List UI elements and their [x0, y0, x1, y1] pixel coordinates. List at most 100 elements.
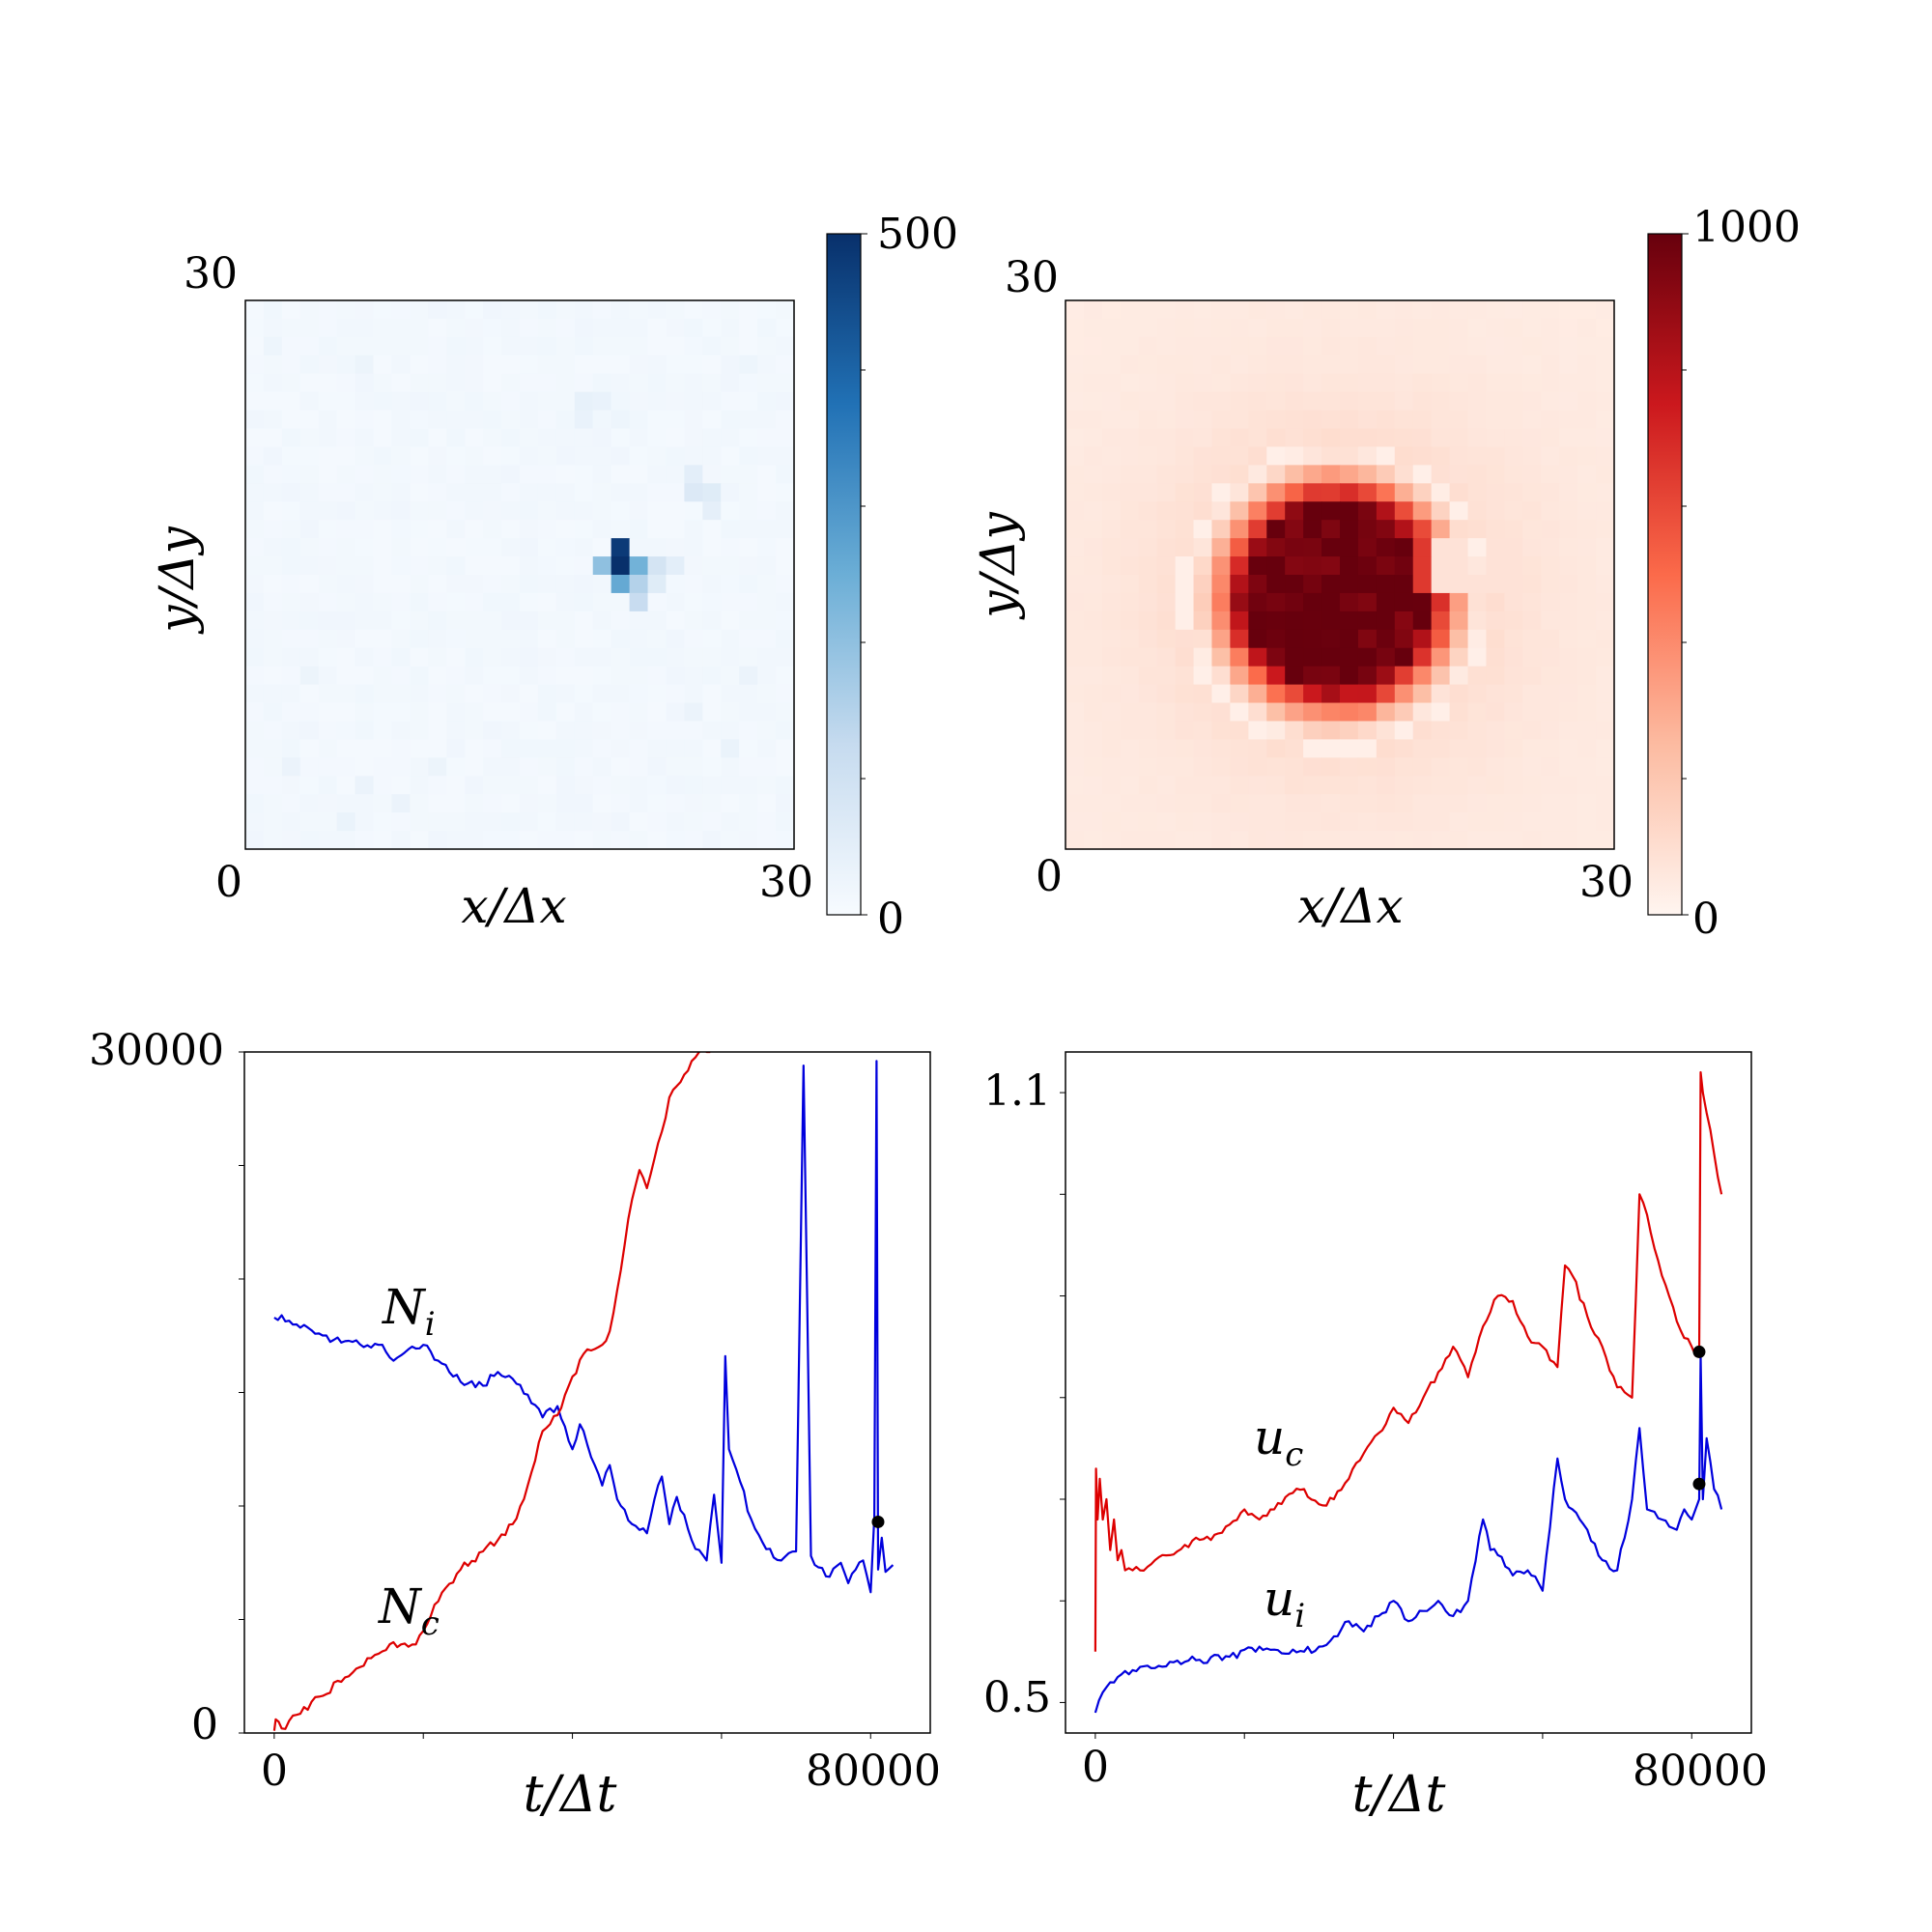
heatmap-right-cell	[1467, 538, 1488, 557]
heatmap-right-cell	[1449, 373, 1469, 393]
heatmap-right-cell	[1431, 483, 1451, 502]
heatmap-left-cell	[629, 355, 649, 375]
heatmap-left-cell	[702, 684, 722, 704]
heatmap-right-cell	[1376, 684, 1396, 704]
heatmap-right-cell	[1101, 410, 1122, 430]
heatmap-left-cell	[776, 483, 795, 502]
line-chart-right-series-group	[1094, 1070, 1723, 1714]
heatmap-right-cell	[1376, 391, 1396, 412]
series-label-ui-main: u	[1264, 1571, 1294, 1627]
heatmap-right-cell	[1211, 666, 1231, 686]
heatmap-left-cell	[537, 592, 557, 612]
heatmap-left-cell	[721, 336, 740, 356]
heatmap-right-cell	[1065, 501, 1085, 521]
heatmap-left-cell	[721, 318, 740, 338]
heatmap-left-cell	[428, 794, 447, 813]
heatmap-left-cell	[776, 556, 795, 576]
series-label-Ni-main: N	[382, 1279, 427, 1335]
heatmap-left-cell	[355, 318, 375, 338]
heatmap-left-cell	[776, 428, 795, 448]
heatmap-left-cell	[776, 355, 795, 375]
heatmap-right-cell	[1285, 446, 1304, 466]
heatmap-right-cell	[1376, 373, 1396, 393]
line-chart-left-ytick-max: 30000	[89, 1026, 224, 1075]
heatmap-right-cell	[1230, 575, 1249, 594]
heatmap-left-cell	[245, 647, 265, 668]
heatmap-right-cell	[1376, 410, 1396, 430]
heatmap-right-cell	[1559, 465, 1578, 484]
heatmap-right-cell	[1120, 538, 1140, 557]
heatmap-right-cell	[1101, 501, 1122, 521]
heatmap-right-cell	[1120, 757, 1140, 777]
heatmap-right-cell	[1522, 556, 1542, 576]
heatmap-left-cell	[336, 647, 356, 668]
heatmap-right-cell	[1266, 647, 1286, 668]
heatmap-right-cell	[1120, 410, 1140, 430]
heatmap-left-cell	[336, 300, 356, 320]
heatmap-left-cell	[465, 446, 484, 466]
heatmap-right-cell	[1230, 556, 1249, 576]
heatmap-left-cell	[721, 757, 740, 777]
heatmap-left-cell	[629, 812, 649, 832]
heatmap-left-cell	[281, 757, 301, 777]
heatmap-left-cell	[410, 776, 429, 795]
heatmap-right-cell	[1138, 520, 1158, 539]
heatmap-left-cell	[574, 446, 594, 466]
heatmap-left-cell	[757, 684, 777, 704]
heatmap-right-cell	[1577, 629, 1597, 649]
heatmap-left-cell	[520, 465, 539, 484]
heatmap-right-cell	[1175, 611, 1195, 631]
heatmap-left-cell	[465, 776, 484, 795]
heatmap-right-cell	[1211, 757, 1231, 777]
heatmap-right-cell	[1156, 629, 1177, 649]
heatmap-right-cell	[1412, 776, 1433, 795]
heatmap-left-cell	[263, 501, 283, 521]
heatmap-left-cell	[555, 575, 576, 594]
heatmap-right-cell	[1522, 300, 1542, 320]
heatmap-right-cell	[1449, 501, 1469, 521]
heatmap-right-cell	[1340, 611, 1359, 631]
heatmap-right-cell	[1321, 592, 1341, 612]
heatmap-right-cell	[1120, 812, 1140, 832]
heatmap-left-cell	[410, 684, 429, 704]
heatmap-left-cell	[574, 812, 594, 832]
heatmap-right-cell	[1303, 410, 1322, 430]
heatmap-left-cell	[410, 794, 429, 813]
heatmap-left-cell	[483, 446, 502, 466]
heatmap-left-cell	[611, 702, 631, 723]
heatmap-left-cell	[647, 757, 668, 777]
heatmap-right-cell	[1504, 538, 1523, 557]
heatmap-right-cell	[1340, 318, 1359, 338]
heatmap-right-cell	[1230, 776, 1249, 795]
heatmap-right-cell	[1431, 666, 1451, 686]
heatmap-right-cell	[1193, 629, 1213, 649]
heatmap-right-cell	[1431, 647, 1451, 668]
heatmap-left-cell	[574, 721, 594, 740]
heatmap-left-cell	[611, 666, 631, 686]
heatmap-left-cell	[336, 592, 356, 612]
line-chart-left-frame	[243, 1051, 931, 1734]
heatmap-right-cell	[1412, 538, 1433, 557]
heatmap-left-cell	[739, 739, 758, 758]
heatmap-right-cell	[1376, 501, 1396, 521]
heatmap-right-cell	[1266, 739, 1286, 758]
heatmap-right-cell	[1101, 373, 1122, 393]
heatmap-left-cell	[629, 373, 649, 393]
heatmap-right-cell	[1522, 520, 1542, 539]
heatmap-right-cell	[1175, 757, 1195, 777]
heatmap-left-cell	[299, 336, 320, 356]
heatmap-left-cell	[721, 446, 740, 466]
heatmap-left-cell	[410, 592, 429, 612]
heatmap-right-cell	[1357, 647, 1378, 668]
heatmap-left-cell	[629, 739, 649, 758]
heatmap-right-cell	[1504, 355, 1523, 375]
heatmap-left-cell	[446, 318, 466, 338]
heatmap-left-cell	[446, 483, 466, 502]
heatmap-right-cell	[1486, 373, 1505, 393]
heatmap-left-cell	[336, 794, 356, 813]
heatmap-right-cell	[1285, 373, 1304, 393]
heatmap-right-cell	[1193, 812, 1213, 832]
heatmap-left-cell	[520, 666, 539, 686]
heatmap-right-cell	[1376, 318, 1396, 338]
